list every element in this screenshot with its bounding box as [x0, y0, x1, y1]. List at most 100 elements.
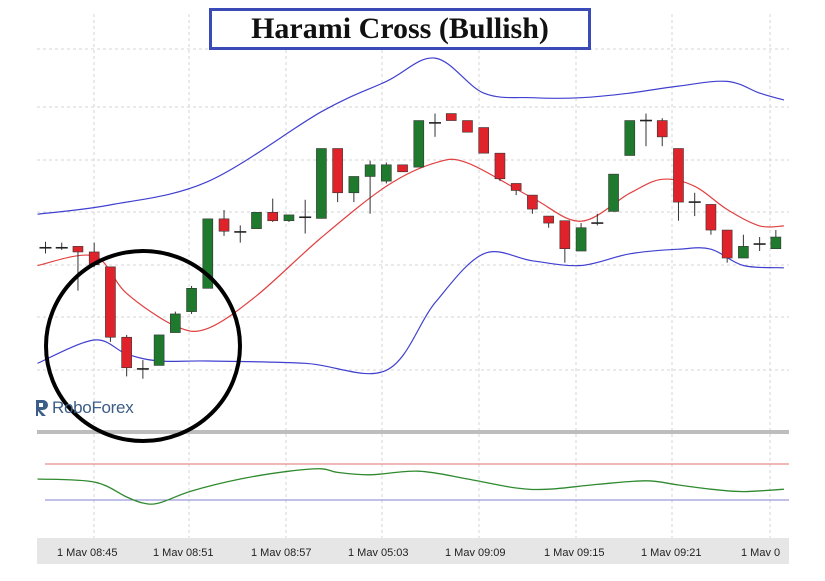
candle — [445, 113, 457, 121]
candle — [381, 162, 392, 184]
roboforex-logo-icon — [36, 400, 48, 416]
candle — [770, 230, 782, 249]
candle — [72, 246, 84, 291]
candle — [753, 237, 766, 252]
candle-body-bearish — [510, 183, 522, 191]
candle — [608, 173, 619, 212]
candle — [364, 160, 376, 214]
candle-body-bullish — [283, 214, 295, 222]
candle — [494, 152, 506, 182]
candle — [234, 225, 247, 243]
candle — [186, 285, 197, 314]
candle — [510, 183, 522, 196]
candles — [39, 113, 782, 379]
candle — [640, 113, 653, 147]
grid — [37, 14, 789, 538]
candle-body-bullish — [186, 288, 197, 312]
candle — [316, 148, 327, 219]
bollinger-middle-line — [37, 158, 784, 332]
candle-body-bearish — [105, 266, 116, 338]
x-axis: 1 Mav 08:45 1 Mav 08:51 1 Mav 08:57 1 Mav 0… — [37, 538, 789, 564]
panel-divider — [37, 430, 789, 434]
candle — [153, 334, 165, 366]
candle-body-bearish — [527, 194, 538, 210]
candle — [39, 241, 52, 254]
candle — [397, 164, 408, 173]
oscillator-panel — [37, 463, 789, 505]
candle-body-bearish — [218, 218, 230, 232]
chart-title: Harami Cross (Bullish) — [251, 12, 549, 45]
candle — [543, 215, 554, 228]
candle-body-bullish — [575, 227, 587, 252]
candle-body-bullish — [413, 120, 425, 168]
candle — [218, 210, 230, 236]
candle — [673, 148, 684, 221]
x-tick-label: 1 Mav 08:57 — [251, 547, 312, 559]
candle-body-bearish — [72, 246, 84, 253]
x-tick-label: 1 Mav 09:09 — [445, 547, 506, 559]
x-tick-label: 1 Mav 08:51 — [153, 547, 214, 559]
candle — [656, 118, 668, 147]
candle — [591, 213, 604, 226]
candle — [283, 214, 295, 222]
x-axis-band — [37, 538, 789, 564]
candle-body-bearish — [267, 212, 279, 222]
x-tick-label: 1 Mav 0 — [741, 547, 780, 559]
candle — [267, 198, 279, 222]
candle — [348, 176, 360, 203]
x-tick-label: 1 Mav 09:15 — [544, 547, 605, 559]
oscillator-line — [37, 468, 784, 505]
panel-separator — [37, 430, 789, 434]
candle-body-bearish — [121, 336, 132, 369]
candle — [624, 120, 636, 156]
candle-body-bullish — [316, 148, 327, 219]
candle — [462, 120, 473, 133]
roboforex-logo: RoboForex — [35, 398, 134, 418]
chart-title-box: Harami Cross (Bullish) — [209, 8, 591, 50]
candle-body-bullish — [364, 164, 376, 177]
candle — [688, 192, 701, 217]
candle — [170, 311, 181, 333]
candle — [559, 220, 571, 263]
candle-body-bearish — [673, 148, 684, 203]
harami-highlight-circle — [44, 249, 242, 443]
candle — [413, 120, 425, 168]
candle-body-bullish — [170, 313, 181, 333]
candle-body-bearish — [332, 148, 343, 194]
candle — [527, 194, 538, 214]
candle-body-bullish — [251, 212, 262, 229]
candle-body-bearish — [705, 204, 717, 231]
candle — [705, 204, 717, 235]
candle — [738, 234, 749, 259]
candle-body-bullish — [608, 173, 619, 212]
candle — [251, 212, 262, 229]
candle — [299, 199, 312, 234]
candle — [575, 223, 587, 252]
candle-body-bearish — [397, 164, 408, 173]
candle-body-bearish — [494, 152, 506, 180]
candle-body-bullish — [202, 218, 214, 289]
candle-body-bearish — [462, 120, 473, 133]
candle — [429, 113, 442, 137]
candle — [105, 266, 116, 342]
candle-body-bullish — [770, 236, 782, 249]
candle — [478, 127, 490, 154]
candle-body-bearish — [543, 215, 554, 224]
x-tick-label: 1 Mav 05:03 — [348, 547, 409, 559]
x-tick-label: 1 Mav 09:21 — [641, 547, 702, 559]
candle — [55, 242, 68, 250]
candle-body-bearish — [559, 220, 571, 249]
candle — [121, 334, 132, 377]
candle-body-bearish — [656, 120, 668, 138]
candle — [721, 229, 733, 263]
candle-body-bullish — [153, 334, 165, 366]
bollinger-upper-line — [37, 57, 785, 215]
candle-body-bearish — [721, 229, 733, 259]
x-tick-label: 1 Mav 08:45 — [57, 547, 118, 559]
candle-body-bearish — [478, 127, 490, 154]
candle-body-bullish — [738, 246, 749, 259]
candle — [332, 148, 343, 203]
watermark-text: RoboForex — [52, 398, 134, 417]
